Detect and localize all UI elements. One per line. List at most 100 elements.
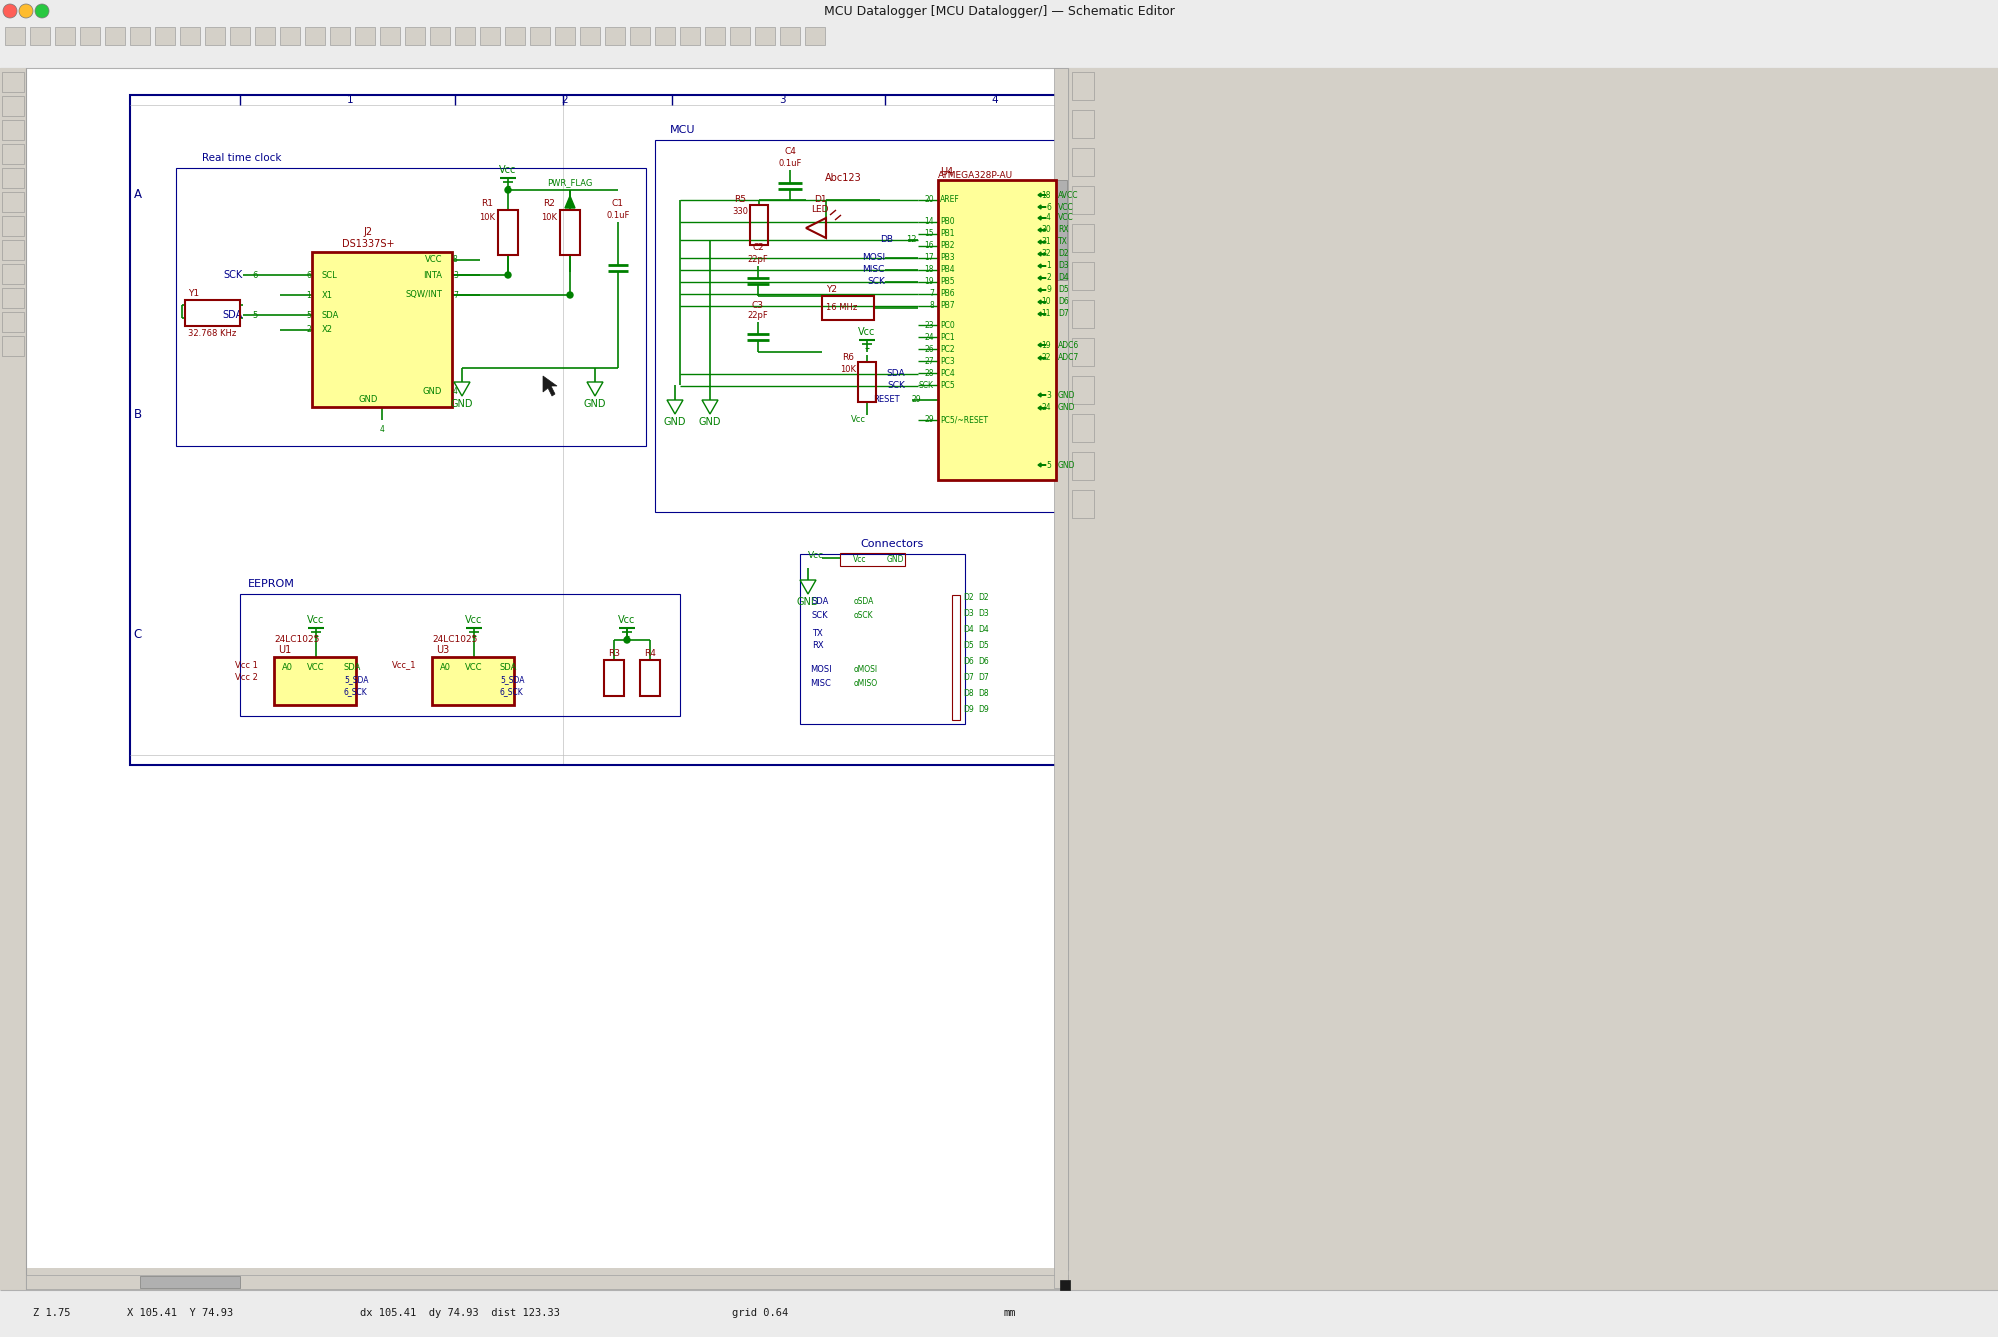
Text: 29: 29 (911, 396, 921, 405)
Text: TX: TX (1057, 238, 1067, 246)
Text: D7: D7 (977, 674, 989, 682)
Text: R1: R1 (482, 199, 494, 209)
Polygon shape (543, 376, 557, 396)
Bar (799, 554, 965, 725)
FancyArrow shape (1037, 299, 1045, 303)
Text: Vcc_1: Vcc_1 (392, 660, 416, 670)
Text: PC1: PC1 (939, 333, 955, 341)
Text: PB3: PB3 (939, 254, 955, 262)
Text: Y1: Y1 (188, 289, 200, 298)
Bar (1071, 72, 1093, 100)
Bar (603, 660, 623, 697)
Text: oMOSI: oMOSI (853, 666, 877, 674)
Text: ADC6: ADC6 (1057, 341, 1079, 349)
Text: Y2: Y2 (825, 286, 837, 294)
Bar (705, 27, 725, 45)
Text: 3: 3 (454, 270, 458, 279)
Text: 10: 10 (1041, 298, 1051, 306)
Bar (0, 1290, 1998, 1337)
Text: D3: D3 (1057, 262, 1069, 270)
Text: 16 MHz: 16 MHz (825, 303, 857, 313)
FancyArrow shape (1037, 287, 1045, 291)
Text: 7: 7 (929, 290, 933, 298)
Bar (2, 96, 24, 116)
Text: GND: GND (797, 598, 819, 607)
Circle shape (505, 187, 511, 193)
Bar (1055, 180, 1067, 279)
Bar (176, 168, 645, 447)
Text: 5: 5 (306, 310, 312, 320)
Bar (356, 27, 376, 45)
Text: SDA: SDA (322, 310, 340, 320)
Text: C1: C1 (611, 199, 623, 209)
FancyArrow shape (1037, 275, 1045, 279)
Text: D8: D8 (977, 690, 989, 698)
Text: 3: 3 (779, 95, 785, 106)
Text: PB4: PB4 (939, 266, 955, 274)
Text: INTA: INTA (424, 270, 442, 279)
Text: 19: 19 (1041, 341, 1051, 349)
Text: D9: D9 (977, 706, 989, 714)
Text: R5: R5 (733, 194, 745, 203)
Text: 20: 20 (923, 195, 933, 205)
Bar (1071, 489, 1093, 517)
Text: C3: C3 (751, 301, 763, 309)
Bar (2, 193, 24, 213)
Text: C2: C2 (751, 243, 763, 253)
Bar (0, 68, 26, 1337)
FancyArrow shape (1037, 312, 1045, 316)
Text: D8: D8 (963, 690, 973, 698)
Bar (140, 1275, 240, 1288)
Text: PB7: PB7 (939, 302, 955, 310)
Text: 4: 4 (991, 95, 997, 106)
Bar (480, 27, 500, 45)
Bar (80, 27, 100, 45)
Text: Vcc: Vcc (500, 164, 515, 175)
Circle shape (567, 291, 573, 298)
Text: TX: TX (811, 630, 823, 639)
Text: PB2: PB2 (939, 242, 953, 250)
Bar (280, 27, 300, 45)
Text: GND: GND (885, 555, 903, 563)
Text: 4: 4 (1045, 214, 1051, 222)
Text: SCK: SCK (224, 270, 244, 279)
Text: MISC: MISC (863, 266, 885, 274)
Text: 0.1uF: 0.1uF (605, 210, 629, 219)
Text: 6: 6 (306, 270, 312, 279)
Text: X2: X2 (322, 325, 334, 334)
Text: Vcc 2: Vcc 2 (236, 674, 258, 682)
Text: 31: 31 (1041, 238, 1051, 246)
Text: oSDA: oSDA (853, 598, 873, 607)
Text: AREF: AREF (939, 195, 959, 205)
Text: 29: 29 (923, 416, 933, 425)
Bar (306, 27, 326, 45)
Text: GND: GND (699, 417, 721, 427)
Text: D5: D5 (1057, 286, 1069, 294)
Text: D2: D2 (963, 594, 973, 603)
Bar (240, 594, 679, 717)
Circle shape (505, 271, 511, 278)
Bar (30, 27, 50, 45)
Bar (1071, 338, 1093, 366)
Text: Vcc: Vcc (466, 615, 482, 624)
Text: PB6: PB6 (939, 290, 955, 298)
Text: Vcc: Vcc (849, 416, 865, 425)
Text: D7: D7 (963, 674, 973, 682)
Text: PC4: PC4 (939, 369, 955, 377)
Text: U4: U4 (939, 167, 953, 176)
Text: 5: 5 (252, 310, 258, 320)
Bar (26, 1275, 1067, 1289)
FancyArrow shape (1037, 217, 1045, 221)
Bar (2, 263, 24, 283)
Bar (406, 27, 426, 45)
Text: PC5: PC5 (939, 381, 955, 389)
Bar (2, 72, 24, 92)
Bar (274, 656, 356, 705)
Bar (839, 554, 905, 566)
Bar (456, 27, 476, 45)
Bar (2, 168, 24, 189)
Text: MCU: MCU (669, 124, 695, 135)
Text: R2: R2 (543, 199, 555, 209)
Text: Abc123: Abc123 (825, 172, 861, 183)
Bar (2, 144, 24, 164)
